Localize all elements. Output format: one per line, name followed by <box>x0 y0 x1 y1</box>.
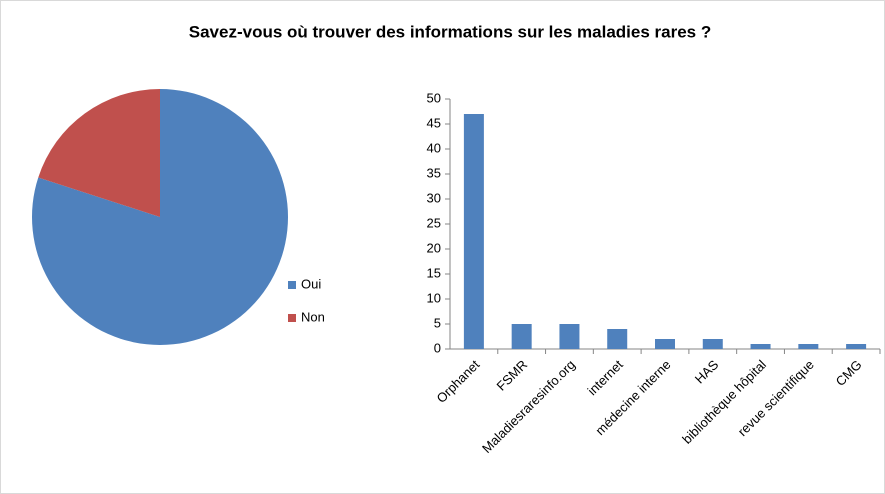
legend-swatch <box>288 281 296 289</box>
y-tick-label: 10 <box>427 290 441 305</box>
y-tick-label: 0 <box>434 340 441 355</box>
y-tick-label: 40 <box>427 140 441 155</box>
bar <box>798 344 819 349</box>
legend-swatch <box>288 314 296 322</box>
y-tick-label: 20 <box>427 240 441 255</box>
y-tick-label: 35 <box>427 165 441 180</box>
legend-label: Oui <box>301 276 321 291</box>
bar <box>607 329 628 349</box>
bar <box>846 344 867 349</box>
bar <box>655 339 675 349</box>
chart-title: Savez-vous où trouver des informations s… <box>189 22 711 41</box>
y-tick-label: 5 <box>434 315 441 330</box>
pie-slice <box>38 89 160 217</box>
bar <box>750 344 771 349</box>
bar <box>511 324 532 349</box>
y-tick-label: 15 <box>427 265 441 280</box>
bar <box>559 324 580 349</box>
y-tick-label: 30 <box>427 190 441 205</box>
y-tick-label: 45 <box>427 115 441 130</box>
bar <box>463 114 484 349</box>
y-tick-label: 50 <box>427 90 441 105</box>
legend-label: Non <box>301 309 325 324</box>
y-tick-label: 25 <box>427 215 441 230</box>
bar <box>702 339 723 349</box>
